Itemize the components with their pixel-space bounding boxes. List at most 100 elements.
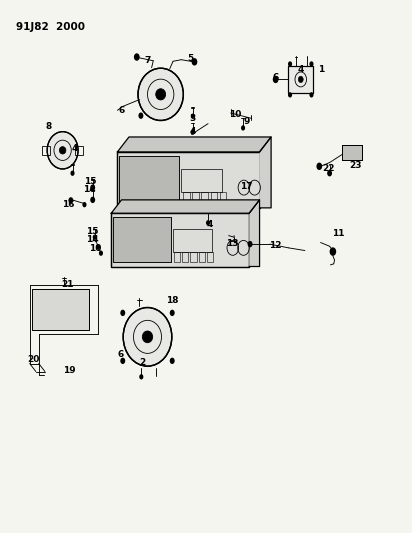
- Text: 5: 5: [187, 54, 194, 62]
- Bar: [173, 229, 212, 252]
- Text: 3: 3: [190, 114, 196, 123]
- Text: 8: 8: [45, 123, 52, 131]
- Text: 6: 6: [272, 73, 279, 82]
- Circle shape: [90, 184, 95, 191]
- Circle shape: [248, 241, 253, 247]
- Text: 22: 22: [323, 165, 335, 173]
- Circle shape: [191, 130, 195, 135]
- Circle shape: [206, 220, 210, 225]
- Text: 15: 15: [84, 177, 96, 185]
- Text: 17: 17: [240, 182, 253, 191]
- Circle shape: [298, 76, 303, 83]
- Bar: [117, 152, 260, 208]
- Text: 9: 9: [243, 117, 250, 126]
- Circle shape: [170, 310, 175, 316]
- Bar: [288, 66, 313, 93]
- Circle shape: [309, 61, 314, 67]
- Text: 16: 16: [62, 200, 74, 208]
- Text: 4: 4: [297, 65, 304, 74]
- Text: 4: 4: [190, 127, 196, 136]
- Bar: [32, 289, 89, 330]
- Ellipse shape: [59, 147, 66, 154]
- Bar: [111, 213, 249, 266]
- Bar: [211, 192, 217, 204]
- Text: 91J82  2000: 91J82 2000: [16, 22, 85, 33]
- Text: 15: 15: [87, 227, 99, 236]
- Polygon shape: [260, 137, 271, 208]
- Bar: [207, 252, 213, 262]
- Circle shape: [273, 76, 279, 83]
- Circle shape: [120, 358, 125, 364]
- Bar: [190, 252, 197, 262]
- Text: 7: 7: [144, 56, 151, 65]
- Bar: [201, 192, 208, 204]
- Circle shape: [241, 125, 245, 131]
- Ellipse shape: [47, 132, 78, 169]
- Circle shape: [82, 202, 87, 207]
- Circle shape: [68, 197, 73, 204]
- Bar: [42, 146, 50, 155]
- Polygon shape: [249, 200, 260, 266]
- Circle shape: [288, 61, 292, 67]
- Circle shape: [70, 171, 75, 176]
- Bar: [192, 192, 199, 204]
- Text: 12: 12: [269, 241, 281, 249]
- Circle shape: [170, 358, 175, 364]
- Circle shape: [96, 244, 100, 249]
- Circle shape: [99, 251, 103, 256]
- Ellipse shape: [138, 68, 183, 120]
- Ellipse shape: [123, 308, 172, 366]
- Text: 23: 23: [349, 161, 361, 170]
- Circle shape: [288, 92, 292, 98]
- Circle shape: [309, 92, 314, 98]
- Circle shape: [192, 58, 197, 66]
- Circle shape: [93, 235, 97, 240]
- Circle shape: [330, 247, 336, 256]
- Text: 4: 4: [207, 221, 213, 229]
- Bar: [174, 252, 180, 262]
- Circle shape: [138, 112, 143, 119]
- Text: 21: 21: [61, 280, 73, 289]
- Circle shape: [120, 310, 125, 316]
- Text: 18: 18: [166, 296, 178, 305]
- Polygon shape: [117, 137, 271, 152]
- Text: 14: 14: [84, 185, 96, 194]
- Bar: [183, 192, 190, 204]
- Bar: [199, 252, 205, 262]
- Circle shape: [139, 374, 143, 379]
- Text: 14: 14: [87, 236, 99, 244]
- Text: 6: 6: [118, 106, 125, 115]
- Circle shape: [327, 170, 332, 176]
- Ellipse shape: [142, 331, 152, 343]
- Text: 2: 2: [139, 358, 145, 367]
- Bar: [220, 192, 226, 204]
- Ellipse shape: [156, 88, 166, 100]
- Bar: [113, 217, 171, 262]
- Bar: [117, 152, 260, 208]
- Bar: [342, 145, 362, 160]
- Text: 20: 20: [27, 356, 39, 364]
- Text: 13: 13: [226, 239, 238, 248]
- Text: 1: 1: [318, 65, 325, 74]
- Bar: [32, 289, 89, 330]
- Bar: [119, 156, 179, 204]
- Bar: [342, 145, 362, 160]
- Circle shape: [90, 197, 95, 203]
- Bar: [119, 156, 179, 204]
- Text: 4: 4: [72, 144, 78, 152]
- Bar: [288, 66, 313, 93]
- Text: 19: 19: [63, 366, 75, 375]
- Text: 10: 10: [229, 110, 242, 119]
- Circle shape: [191, 114, 195, 119]
- Bar: [75, 146, 83, 155]
- Text: 10: 10: [89, 245, 102, 253]
- Bar: [182, 252, 188, 262]
- Circle shape: [134, 53, 140, 61]
- Text: 6: 6: [117, 350, 124, 359]
- Bar: [113, 217, 171, 262]
- Bar: [181, 169, 222, 192]
- Polygon shape: [111, 200, 260, 213]
- Circle shape: [316, 163, 322, 170]
- Text: 11: 11: [332, 229, 344, 238]
- Bar: [111, 213, 249, 266]
